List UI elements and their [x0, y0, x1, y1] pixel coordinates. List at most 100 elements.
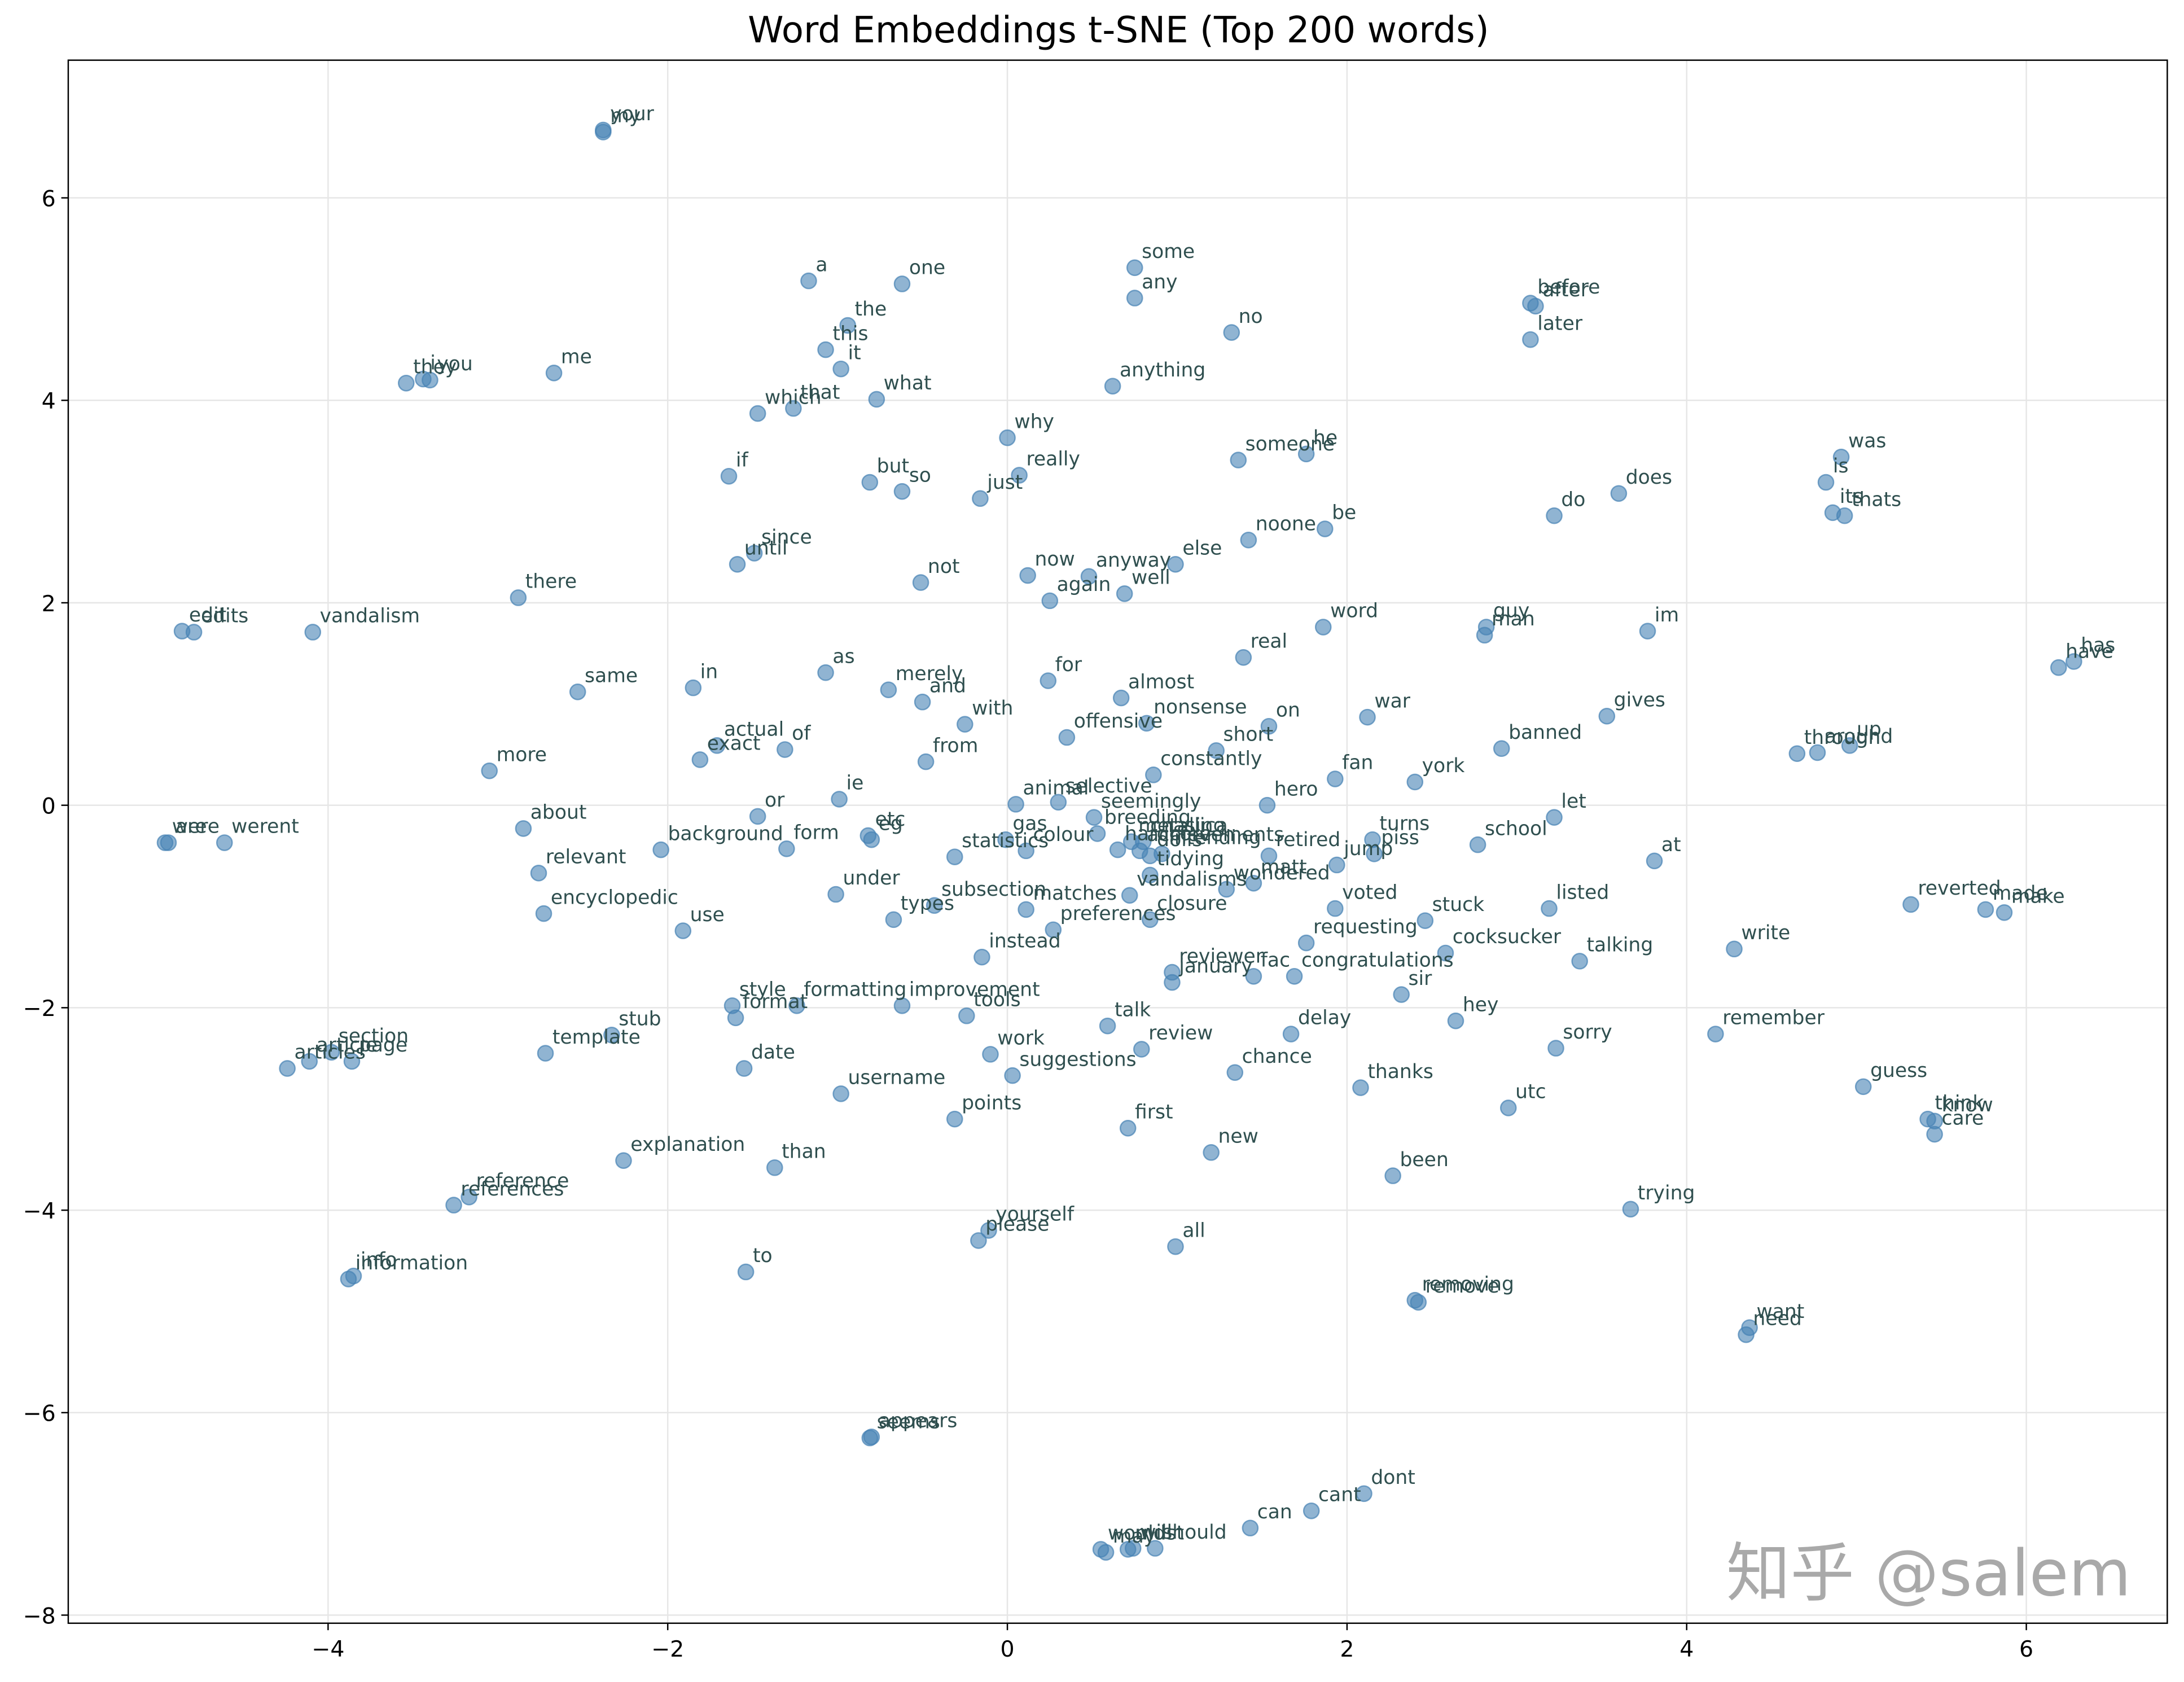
- point: [745, 545, 763, 562]
- point-label: more: [497, 743, 547, 766]
- point-label: what: [884, 372, 932, 395]
- point: [2065, 653, 2082, 670]
- point-label: really: [1026, 448, 1080, 471]
- point-label: my: [610, 105, 641, 128]
- point-label: must: [1135, 1522, 1184, 1545]
- point-label: let: [1561, 790, 1586, 813]
- point: [1164, 974, 1181, 991]
- point-label: gives: [1614, 689, 1665, 712]
- point-label: the: [855, 298, 887, 321]
- point: [1203, 1144, 1220, 1161]
- point-label: breeding: [1104, 807, 1191, 829]
- point-label: sir: [1409, 967, 1433, 990]
- point-label: im: [1655, 604, 1679, 627]
- point-label: instead: [989, 930, 1060, 952]
- point: [720, 467, 738, 485]
- point-label: edit: [189, 604, 226, 627]
- point-label: school: [1485, 817, 1547, 840]
- point-label: on: [1276, 699, 1300, 721]
- point-label: all: [1182, 1219, 1205, 1242]
- x-tick-label: 4: [1679, 1636, 1694, 1662]
- point-label: sorry: [1563, 1021, 1612, 1044]
- point-label: offensive: [1074, 710, 1163, 733]
- point-label: made: [1993, 882, 2048, 905]
- point-label: from: [933, 734, 978, 757]
- point: [926, 897, 943, 914]
- point-label: please: [985, 1214, 1049, 1236]
- point: [1223, 324, 1240, 341]
- point: [1142, 866, 1159, 884]
- point: [160, 834, 177, 851]
- point-label: anyway: [1096, 549, 1171, 572]
- point-label: word: [1330, 600, 1378, 623]
- point: [1154, 845, 1170, 862]
- point: [827, 886, 844, 903]
- point: [301, 1053, 318, 1070]
- point-label: guess: [1870, 1059, 1927, 1082]
- point-label: about: [530, 801, 587, 824]
- point-label: article: [317, 1034, 378, 1057]
- point-label: chasing: [1150, 814, 1225, 837]
- point: [1359, 708, 1376, 726]
- point: [708, 737, 726, 754]
- point-label: is: [1833, 455, 1849, 478]
- watermark: 知乎 @salem: [1726, 1536, 2131, 1610]
- point: [1235, 649, 1252, 666]
- point: [537, 1045, 554, 1062]
- point: [1726, 940, 1743, 958]
- point: [685, 679, 702, 697]
- point: [766, 1159, 783, 1176]
- point: [861, 474, 879, 491]
- point-label: wondered: [1234, 862, 1330, 884]
- point-label: exact: [707, 733, 761, 755]
- point-label: formatting: [804, 979, 906, 1001]
- point: [1142, 911, 1159, 928]
- point: [603, 1026, 620, 1044]
- point-label: style: [739, 979, 786, 1001]
- point: [982, 1046, 999, 1063]
- point: [530, 865, 547, 882]
- point-label: congratulations: [1301, 949, 1454, 971]
- point: [1245, 967, 1262, 985]
- point: [1104, 378, 1121, 395]
- point-label: removing: [1422, 1273, 1514, 1295]
- y-tick-label: 4: [42, 388, 56, 414]
- point-label: for: [1055, 654, 1082, 676]
- point: [185, 624, 203, 641]
- point-label: closure: [1157, 892, 1227, 915]
- point-label: explanation: [630, 1133, 745, 1156]
- point: [1836, 507, 1853, 524]
- point: [893, 275, 911, 292]
- point-label: first: [1135, 1101, 1173, 1124]
- point-label: well: [1132, 567, 1170, 589]
- point: [997, 831, 1014, 848]
- point-label: up: [1857, 719, 1882, 741]
- point-label: werent: [231, 816, 299, 838]
- point: [1437, 944, 1454, 962]
- point-label: jump: [1343, 838, 1393, 860]
- point-label: form: [793, 822, 839, 844]
- point: [515, 820, 532, 837]
- point-label: he: [1313, 427, 1337, 449]
- point-label: piss: [1381, 826, 1419, 849]
- point: [778, 840, 795, 857]
- point-label: will: [1140, 1521, 1172, 1544]
- point: [737, 1263, 755, 1281]
- point-label: at: [1661, 834, 1681, 856]
- point: [1099, 1017, 1116, 1035]
- point-label: vandalism: [320, 605, 420, 628]
- point: [397, 374, 415, 392]
- point-label: suggestions: [1019, 1048, 1136, 1071]
- point-label: metallica: [1138, 814, 1228, 837]
- point: [729, 555, 746, 573]
- point-label: or: [765, 789, 785, 812]
- point-label: dont: [1371, 1466, 1415, 1489]
- point-label: thats: [1852, 488, 1901, 511]
- point: [1598, 708, 1616, 725]
- point-label: page: [359, 1034, 407, 1057]
- point-label: fac: [1261, 949, 1290, 971]
- point-label: that: [800, 381, 840, 404]
- point-label: can: [1257, 1501, 1292, 1523]
- point: [893, 997, 911, 1014]
